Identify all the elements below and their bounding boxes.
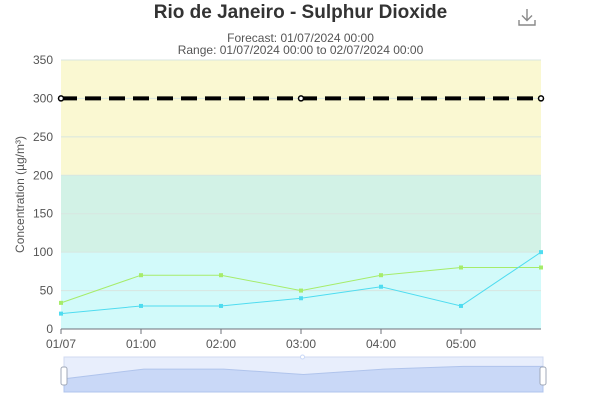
y-tick-label-300: 300 — [33, 91, 53, 105]
range-subtitle: Range: 01/07/2024 00:00 to 02/07/2024 00… — [177, 43, 424, 57]
y-tick-label-350: 350 — [33, 53, 53, 67]
band-2 — [61, 60, 541, 176]
forecast-subtitle: Forecast: 01/07/2024 00:00 — [227, 31, 374, 45]
series-0-point-1 — [139, 273, 143, 278]
series-0-point-2 — [219, 273, 223, 278]
series-1-point-3 — [299, 296, 303, 301]
chart-title: Rio de Janeiro - Sulphur Dioxide — [153, 2, 448, 23]
x-tick-label-3: 03:00 — [286, 337, 316, 351]
x-tick-label-5: 05:00 — [446, 337, 476, 351]
series-1-point-1 — [139, 303, 143, 308]
threshold-marker-1 — [297, 95, 305, 102]
x-tick-label-4: 04:00 — [366, 337, 396, 351]
y-tick-label-100: 100 — [33, 245, 53, 259]
zoom-slider-handle-left[interactable] — [60, 366, 68, 386]
y-axis-label: Concentration (µg/m³) — [13, 136, 27, 253]
series-0-point-3 — [299, 288, 303, 293]
series-1-point-6 — [539, 250, 543, 255]
series-0-point-5 — [459, 265, 463, 270]
x-tick-label-1: 01:00 — [126, 337, 156, 351]
y-tick-label-50: 50 — [40, 284, 54, 298]
series-0-point-0 — [59, 300, 63, 305]
y-tick-label-150: 150 — [33, 207, 53, 221]
series-1-point-5 — [459, 303, 463, 308]
x-tick-label-2: 02:00 — [206, 337, 236, 351]
series-0-point-4 — [379, 273, 383, 278]
series-1-point-4 — [379, 284, 383, 289]
series-1-point-2 — [219, 303, 223, 308]
threshold-marker-2 — [537, 95, 545, 102]
download-icon[interactable] — [516, 6, 538, 28]
y-tick-label-250: 250 — [33, 130, 53, 144]
y-tick-label-200: 200 — [33, 168, 53, 182]
y-tick-label-0: 0 — [46, 322, 53, 336]
threshold-marker-0 — [57, 95, 65, 102]
zoom-slider-center-grip — [300, 354, 305, 360]
x-tick-label-0: 01/07 — [46, 337, 76, 351]
zoom-slider-handle-right[interactable] — [539, 366, 547, 386]
series-1-point-0 — [59, 311, 63, 316]
series-0-point-6 — [539, 265, 543, 270]
